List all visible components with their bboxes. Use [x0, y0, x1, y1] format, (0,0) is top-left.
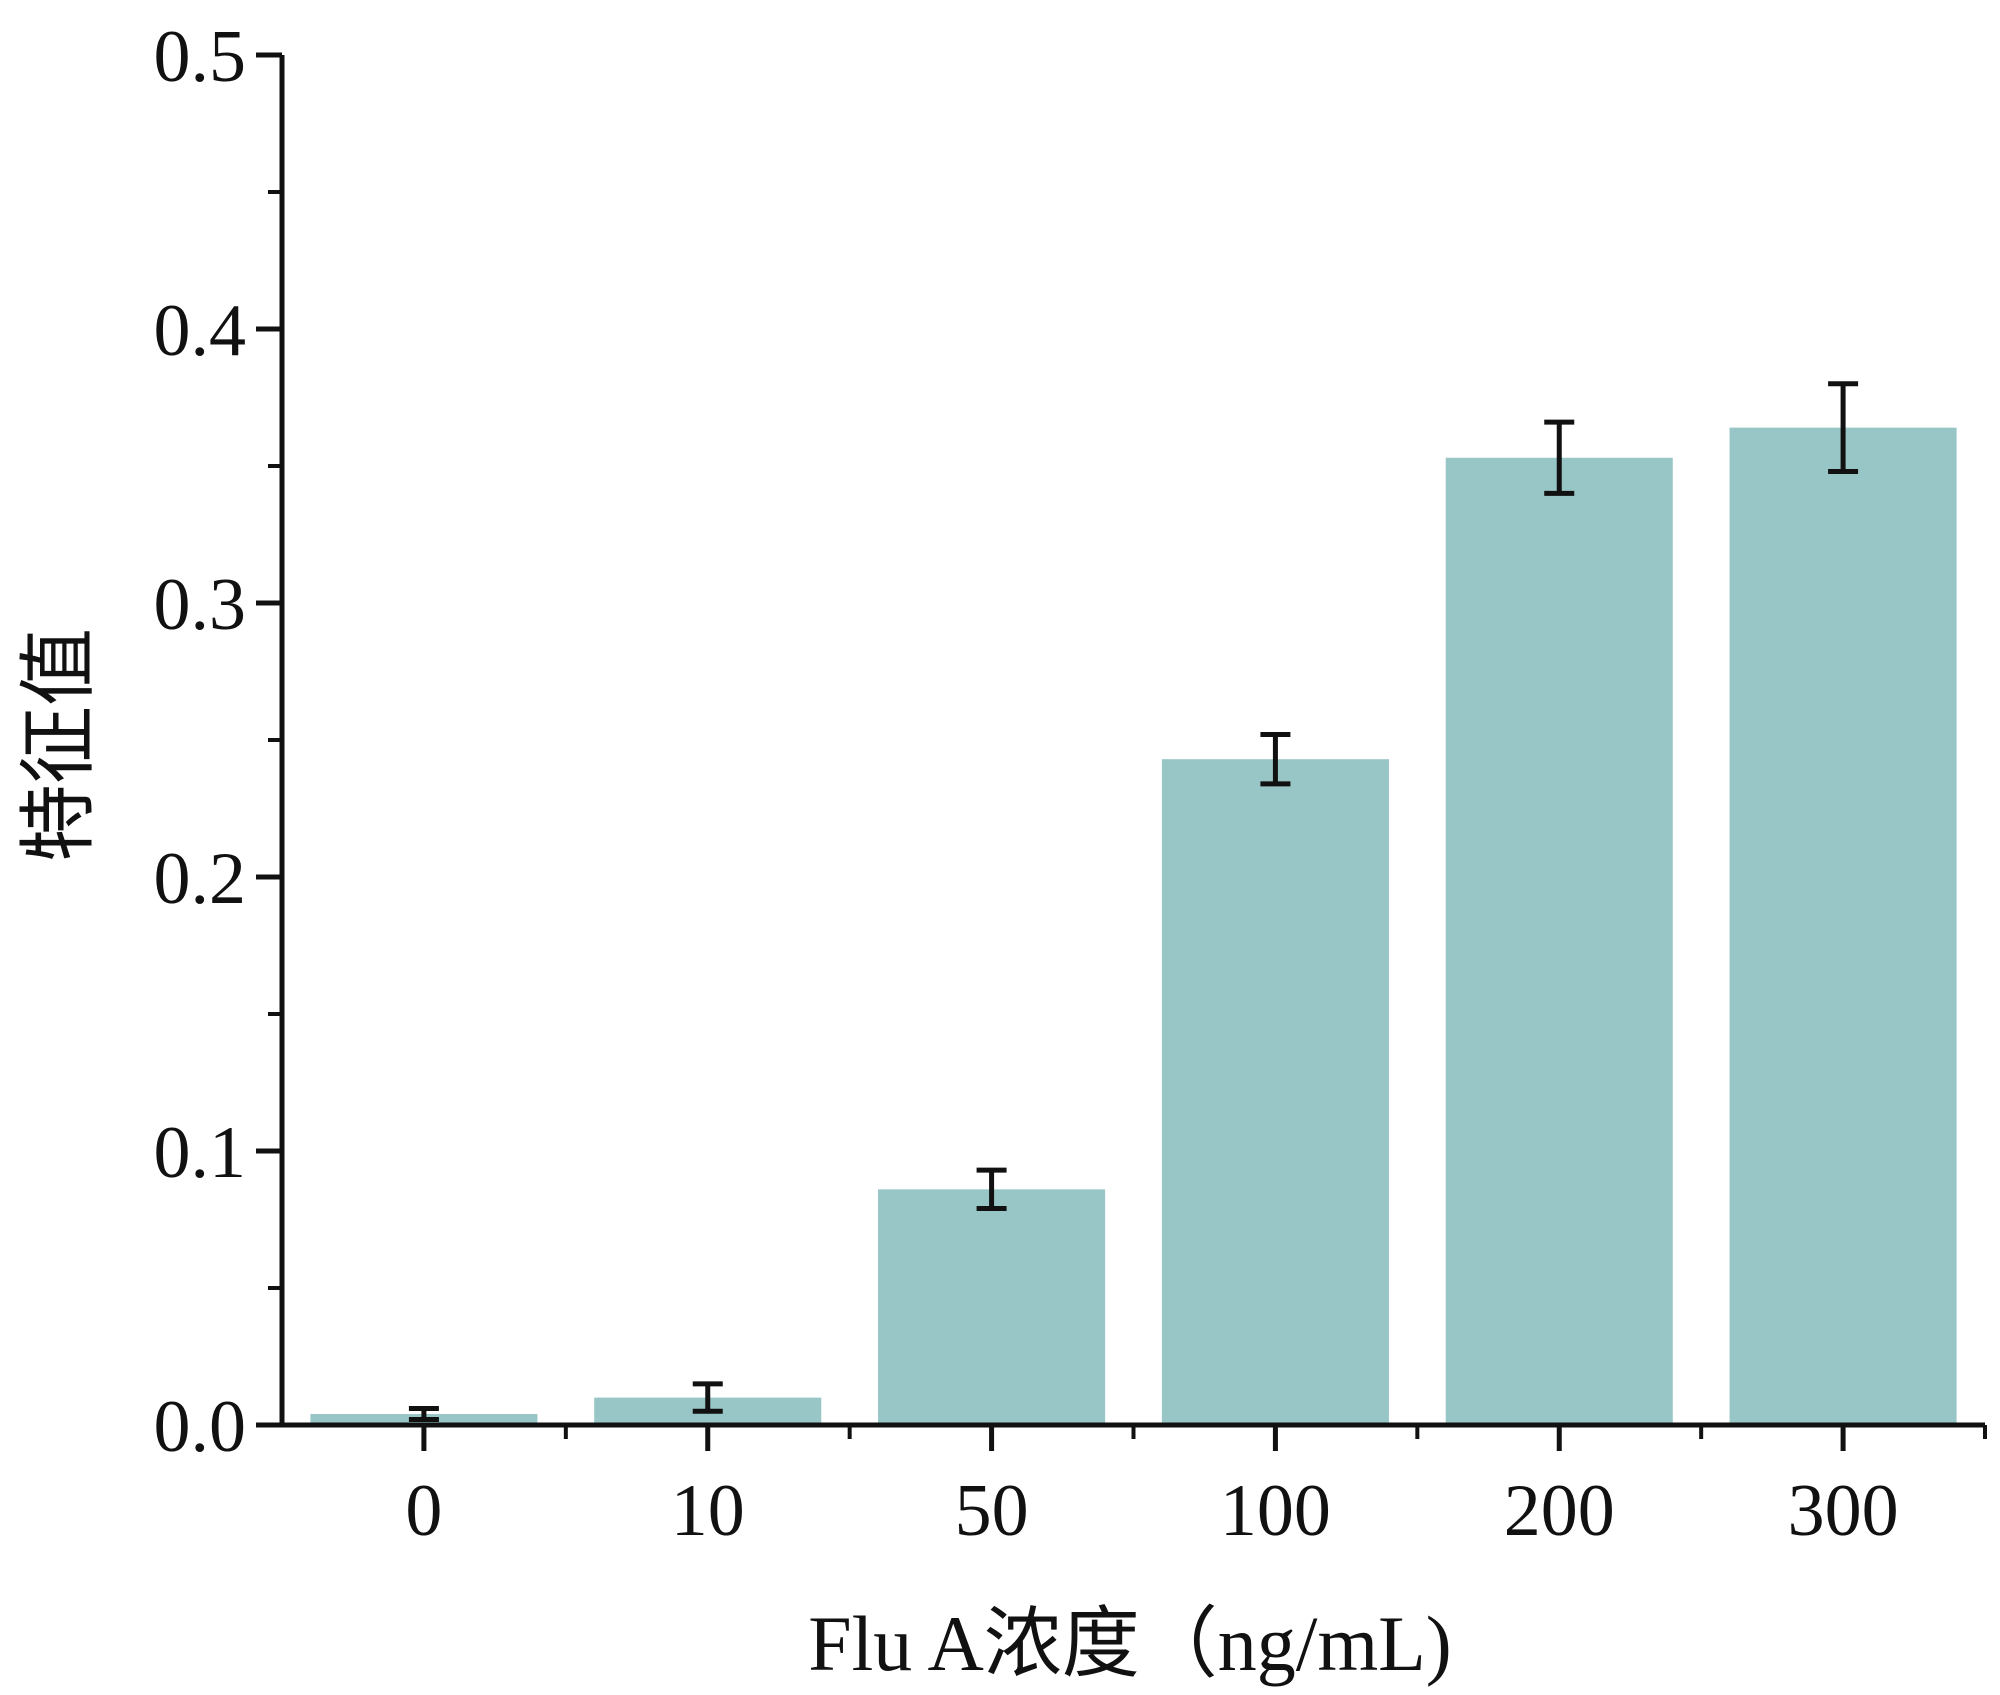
- error-bar-0: [408, 1406, 439, 1423]
- error-bar-10: [692, 1381, 723, 1414]
- y-tick-label: 0.3: [154, 564, 247, 646]
- bars-group: [310, 427, 1957, 1425]
- y-tick-label: 0.5: [154, 16, 247, 98]
- bar-50: [878, 1189, 1106, 1425]
- x-tick-label-10: 10: [671, 1470, 745, 1552]
- y-axis-title: 特征值: [15, 628, 102, 862]
- y-tick-label: 0.4: [154, 290, 247, 372]
- y-tick-label: 0.0: [154, 1386, 247, 1468]
- bar-200: [1445, 457, 1673, 1425]
- bar-300: [1729, 427, 1957, 1425]
- error-bar-50: [976, 1167, 1007, 1212]
- y-tick-label: 0.2: [154, 838, 247, 920]
- y-tick-label: 0.1: [154, 1112, 247, 1194]
- bar-100: [1161, 759, 1389, 1425]
- x-tick-label-100: 100: [1220, 1470, 1331, 1552]
- error-bar-300: [1828, 381, 1859, 474]
- error-bar-100: [1260, 732, 1291, 787]
- y-tick-labels: 0.0 0.1 0.2 0.3 0.4 0.5: [154, 16, 247, 1468]
- x-axis-title: Flu A浓度（ng/mL): [808, 1600, 1452, 1687]
- x-tick-label-0: 0: [405, 1470, 442, 1552]
- error-bars-group: [408, 381, 1859, 1423]
- x-tick-label-200: 200: [1504, 1470, 1615, 1552]
- axes-group: [256, 52, 1987, 1451]
- x-tick-labels: 0 10 50 100 200 300: [405, 1470, 1898, 1552]
- error-bar-200: [1544, 419, 1575, 496]
- x-tick-label-300: 300: [1788, 1470, 1899, 1552]
- x-tick-label-50: 50: [955, 1470, 1029, 1552]
